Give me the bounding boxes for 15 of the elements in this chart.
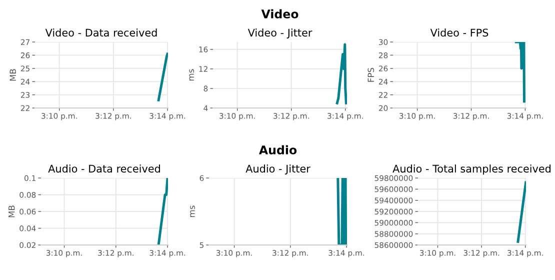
- text: Video: [261, 9, 298, 18]
- y-axis-title: MB: [8, 206, 15, 218]
- line-series: [336, 43, 347, 104]
- chart-title: Video - Jitter: [248, 28, 312, 39]
- chart-title: Video - Data received: [45, 28, 157, 37]
- line-series: [514, 42, 526, 103]
- chart-title: Audio - Total samples received: [392, 164, 551, 175]
- y-axis-title: ms: [189, 69, 194, 80]
- text: Audio: [258, 145, 297, 154]
- y-axis-title: ms: [190, 206, 195, 217]
- y-axis-title: MB: [10, 69, 16, 81]
- y-axis-title: FPS: [368, 68, 374, 82]
- chart-title: Audio - Data received: [48, 164, 160, 173]
- chart-title: Video - FPS: [430, 28, 488, 37]
- chart-title: Audio - Jitter: [246, 164, 310, 175]
